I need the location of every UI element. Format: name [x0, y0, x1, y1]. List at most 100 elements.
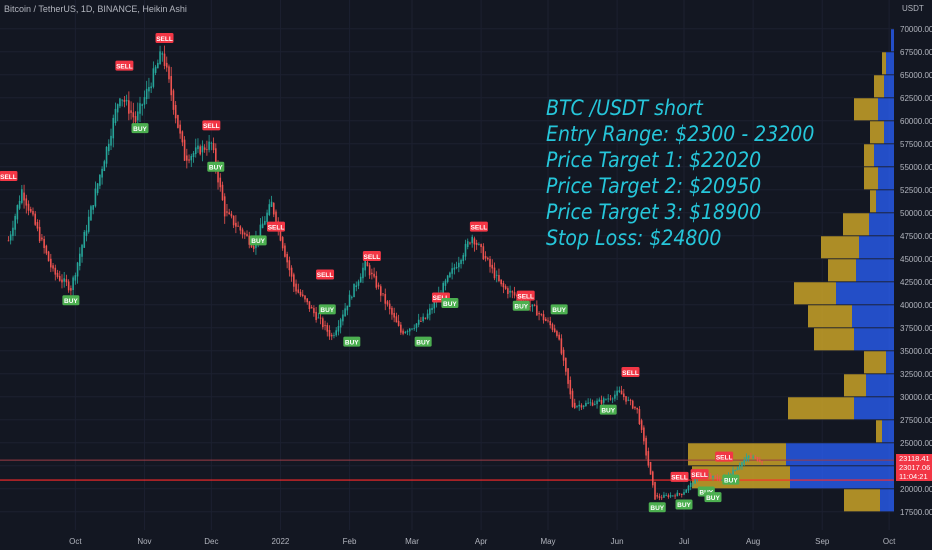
y-tick-label: 37500.00 [900, 324, 932, 333]
candle-body [614, 394, 616, 399]
candle-body [573, 402, 576, 408]
candle-body [306, 298, 309, 303]
candle-body [551, 324, 554, 330]
sell-signal-badge [267, 221, 285, 232]
volume-bar-gold [882, 52, 886, 75]
candle-body [404, 331, 407, 333]
candle-body [235, 222, 237, 227]
candle-body [480, 244, 482, 247]
candle-body [738, 465, 741, 469]
candle-body [616, 390, 618, 396]
candle-body [38, 226, 41, 242]
candle-body [741, 462, 743, 467]
candle-body [61, 279, 63, 283]
candle-body [107, 143, 110, 152]
y-tick-label: 62500.00 [900, 94, 932, 103]
candle-body [239, 226, 242, 231]
sell-signal-badge [621, 366, 640, 377]
candle-body [511, 291, 514, 293]
buy-signal-badge [550, 304, 568, 315]
candle-body [591, 402, 594, 406]
candle-body [366, 262, 369, 267]
candle-body [248, 235, 251, 245]
candle-body [556, 331, 558, 336]
candle-body [99, 174, 101, 186]
candle-body [565, 357, 567, 372]
candle-body [678, 493, 681, 495]
price-label-text: 11:04:21 [899, 472, 928, 481]
candle-body [734, 469, 737, 472]
candle-body [509, 290, 511, 293]
candle-body [397, 320, 400, 326]
candle-body [362, 267, 364, 279]
candle-body [301, 294, 304, 296]
candle-body [540, 313, 543, 315]
candle-body [685, 489, 688, 493]
candle-body [210, 142, 213, 144]
buy-signal-badge [722, 474, 740, 485]
candle-body [658, 496, 661, 498]
signal-label: BUY [552, 307, 566, 314]
signal-label: SELL [116, 63, 133, 70]
buy-signal-badge [343, 336, 361, 347]
volume-bar-blue [878, 98, 894, 121]
candle-body [558, 334, 560, 340]
annotation-line-4: Price Target 2: $20950 [546, 174, 762, 199]
y-tick-label: 55000.00 [900, 163, 932, 172]
candle-body [643, 427, 645, 442]
candle-body [192, 153, 195, 158]
candle-body [756, 457, 759, 462]
y-tick-label: 30000.00 [900, 393, 932, 402]
candle-body [415, 323, 418, 329]
candle-body [395, 316, 398, 323]
candle-body [121, 99, 123, 101]
candle-body [212, 143, 215, 151]
signal-label: BUY [133, 126, 147, 133]
candle-body [638, 409, 641, 425]
candle-body [96, 183, 99, 194]
sell-signal-badge [0, 171, 18, 181]
candle-body [542, 314, 545, 321]
candle-body [582, 405, 585, 407]
candle-body [712, 476, 714, 478]
candle-body [718, 478, 721, 481]
volume-bar-blue [790, 466, 894, 489]
candle-body [188, 159, 190, 161]
candle-body [139, 103, 141, 114]
candle-body [344, 308, 346, 317]
candle-body [426, 313, 429, 319]
candle-body [647, 451, 650, 466]
candle-body [90, 206, 92, 221]
candle-body [154, 66, 157, 73]
candle-body [288, 260, 291, 271]
sell-signal-badge [115, 60, 134, 71]
buy-signal-badge [704, 492, 722, 503]
candle-body [304, 295, 306, 300]
candle-body [87, 216, 90, 232]
candle-body [442, 282, 445, 295]
candle-body [346, 305, 349, 311]
candle-body [16, 205, 19, 220]
candle-body [473, 238, 476, 245]
volume-bar-gold [876, 420, 882, 443]
candle-body [649, 461, 652, 475]
candle-body [21, 189, 23, 203]
candle-body [266, 212, 268, 222]
candle-body [487, 257, 489, 260]
candle-body [382, 293, 384, 295]
candle-body [687, 485, 690, 491]
candle-body [489, 258, 491, 267]
candle-body [433, 300, 436, 309]
candle-body [371, 272, 373, 275]
candle-body [549, 320, 552, 326]
volume-bar-gold [692, 466, 790, 489]
candle-body [393, 312, 395, 318]
candle-body [379, 286, 382, 296]
candle-body [230, 213, 233, 217]
candle-body [27, 203, 30, 211]
candle-body [654, 481, 656, 500]
candle-body [163, 53, 166, 66]
x-tick-label: Oct [883, 537, 896, 546]
volume-bar-blue [854, 328, 894, 351]
